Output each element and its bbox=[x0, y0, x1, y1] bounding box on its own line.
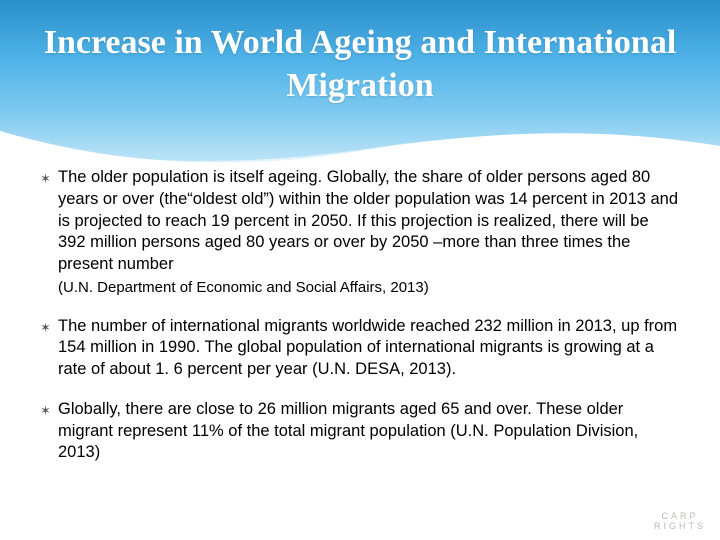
body-content: ✶ The older population is itself ageing.… bbox=[0, 107, 720, 502]
bullet-item: ✶ Globally, there are close to 26 millio… bbox=[40, 399, 680, 464]
bullet-citation: (U.N. Department of Economic and Social … bbox=[58, 278, 680, 298]
page-title: Increase in World Ageing and Internation… bbox=[40, 22, 680, 107]
bullet-item: ✶ The number of international migrants w… bbox=[40, 316, 680, 381]
bullet-star-icon: ✶ bbox=[40, 170, 51, 187]
logo-line1: CARP bbox=[654, 511, 706, 521]
bullet-star-icon: ✶ bbox=[40, 319, 51, 336]
bullet-text: The older population is itself ageing. G… bbox=[58, 168, 678, 273]
bullet-text: Globally, there are close to 26 million … bbox=[58, 400, 638, 462]
title-block: Increase in World Ageing and Internation… bbox=[0, 0, 720, 107]
bullet-item: ✶ The older population is itself ageing.… bbox=[40, 167, 680, 298]
bullet-star-icon: ✶ bbox=[40, 402, 51, 419]
logo-line2: RIGHTS bbox=[654, 521, 706, 531]
footer-logo: CARP RIGHTS bbox=[654, 511, 706, 532]
bullet-text: The number of international migrants wor… bbox=[58, 317, 677, 379]
